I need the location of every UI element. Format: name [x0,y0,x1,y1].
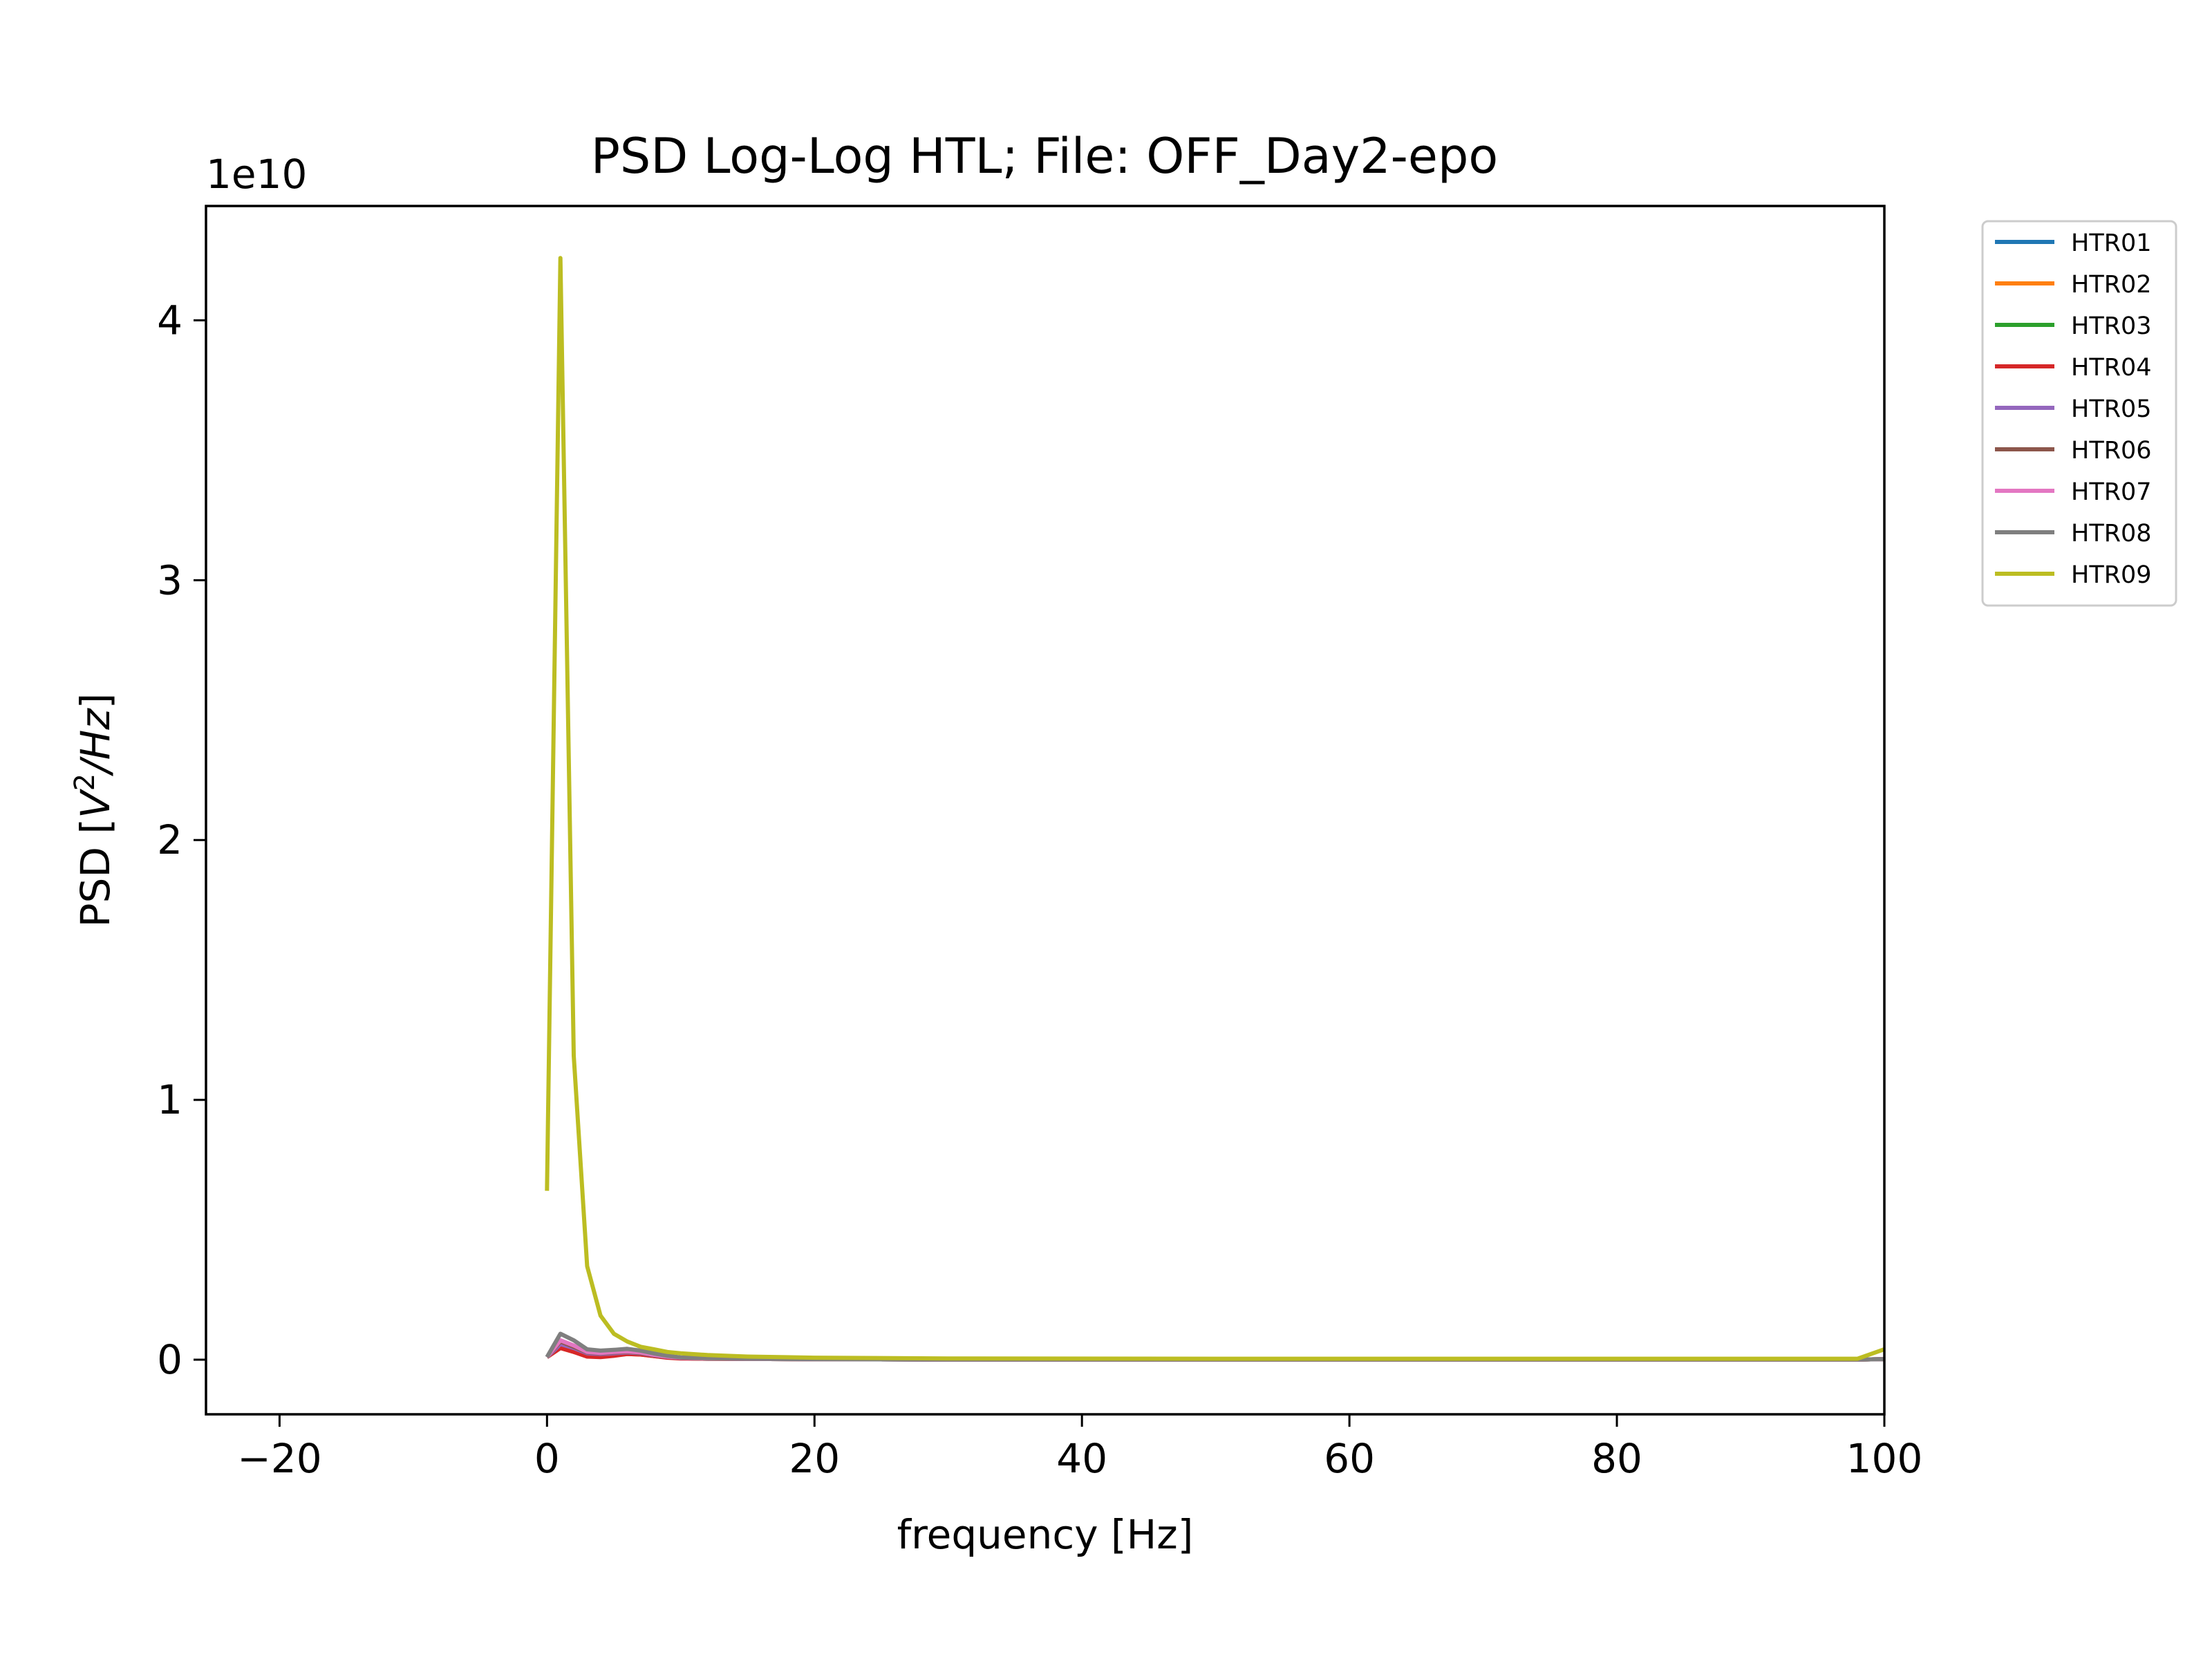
x-tick-label: 80 [1591,1435,1642,1482]
y-tick-label: 1 [157,1076,182,1123]
x-tick-label: 100 [1846,1435,1923,1482]
y-tick-label: 0 [157,1336,182,1383]
x-tick-label: 0 [534,1435,560,1482]
y-label-v: V [72,788,119,818]
plot-area [205,205,1886,1416]
y-label-suffix: ] [72,693,119,709]
chart-title: PSD Log-Log HTL; File: OFF_Day2-epo [591,128,1499,185]
legend-item-htr05: HTR05 [1995,395,2152,423]
legend-label: HTR09 [2071,561,2152,589]
legend: HTR01 HTR02 HTR03 HTR04 HTR05 HTR06 HTR07 HTR08… [1981,220,2177,607]
y-tick-label: 2 [157,816,182,863]
legend-label: HTR06 [2071,437,2152,465]
legend-item-htr08: HTR08 [1995,520,2152,547]
y-axis-label: PSD [V2/Hz] [69,693,119,928]
y-tick-label: 4 [157,297,182,344]
legend-item-htr07: HTR07 [1995,478,2152,506]
legend-label: HTR01 [2071,229,2152,257]
x-tick-label: 40 [1056,1435,1107,1482]
legend-item-htr01: HTR01 [1995,229,2152,257]
legend-label: HTR03 [2071,312,2152,340]
x-tick-label: 60 [1324,1435,1375,1482]
series-layer [545,256,1884,1362]
y-offset-label: 1e10 [206,151,307,198]
y-label-prefix: PSD [ [72,818,119,928]
legend-label: HTR05 [2071,395,2152,423]
legend-item-htr03: HTR03 [1995,312,2152,340]
x-tick-label: 20 [789,1435,840,1482]
x-tick-label: −20 [237,1435,321,1482]
y-tick-label: 3 [157,556,182,603]
legend-item-htr02: HTR02 [1995,271,2152,299]
legend-label: HTR07 [2071,478,2152,506]
legend-label: HTR04 [2071,354,2152,382]
legend-frame [1981,220,2177,607]
y-axis: 0 1 2 3 4 [157,297,206,1383]
legend-label: HTR02 [2071,271,2152,299]
legend-item-htr09: HTR09 [1995,561,2152,589]
legend-item-htr06: HTR06 [1995,437,2152,465]
x-axis-label: frequency [Hz] [897,1511,1194,1558]
y-label-hz: Hz [72,708,119,760]
x-axis: −20 0 20 40 60 80 100 [237,1414,1922,1482]
legend-label: HTR08 [2071,520,2152,547]
series-line-htr09 [545,256,1884,1361]
legend-item-htr04: HTR04 [1995,354,2152,382]
y-label-exponent: 2 [69,774,101,791]
plot-frame [205,205,1886,1416]
